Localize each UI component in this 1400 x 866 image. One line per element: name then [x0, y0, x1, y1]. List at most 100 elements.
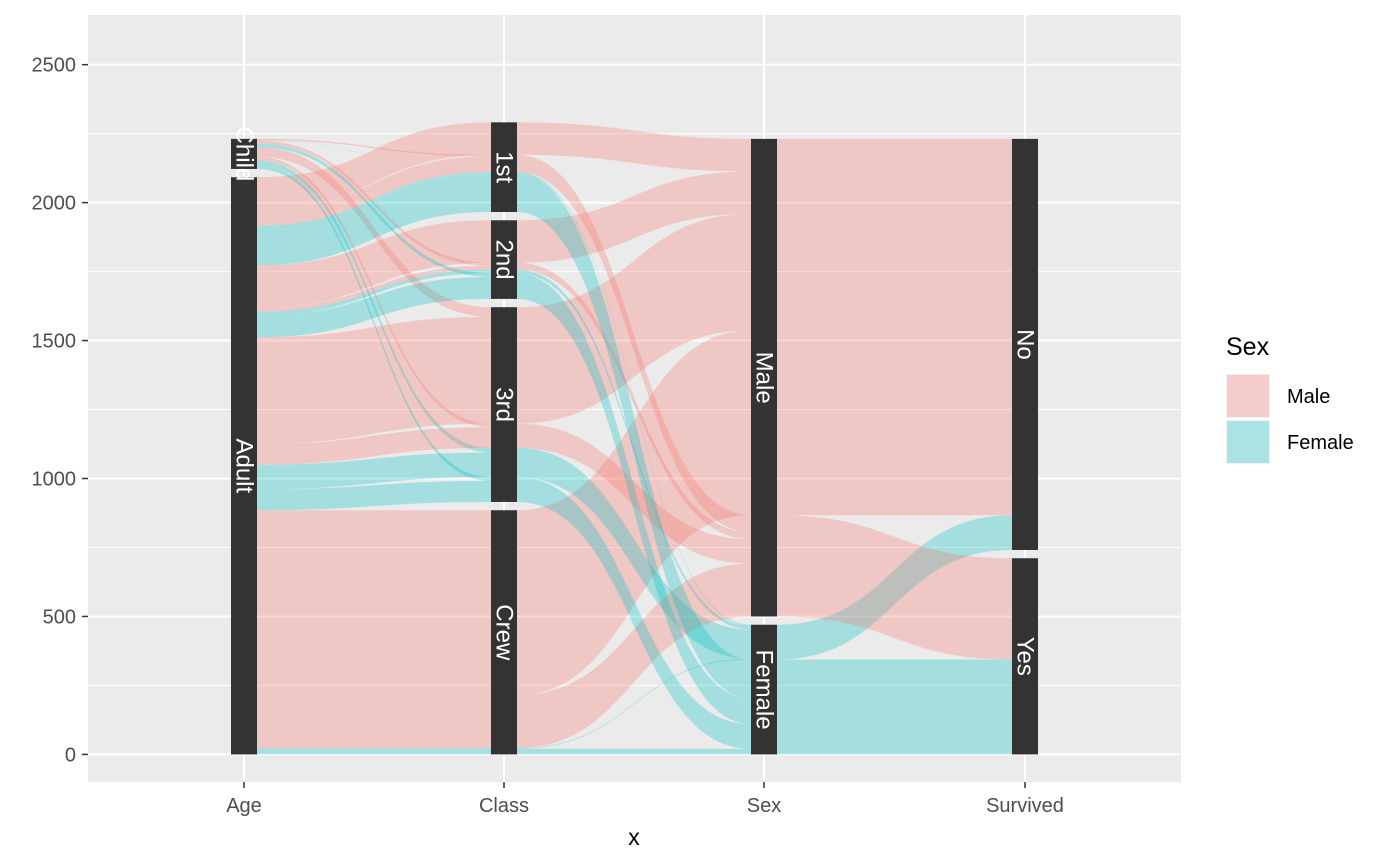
- flow-band-class-to-sex: [517, 423, 751, 543]
- flow-band-age-to-class: [257, 171, 491, 227]
- stratum-2nd: [491, 220, 517, 299]
- legend-key-background: [1226, 374, 1270, 418]
- y-tick-label: 0: [65, 744, 76, 766]
- stratum-label: 1st: [491, 151, 518, 183]
- stratum-labels-layer: Child Adult 1st 2nd 3rd Crew Male Female No Yes: [231, 127, 1039, 730]
- flow-band-sex-to-survived: [777, 701, 1012, 725]
- flow-band-age-to-class: [257, 695, 491, 749]
- y-tick-label: 2000: [32, 193, 77, 215]
- flow-band-class-to-sex: [517, 156, 751, 533]
- flow-band-sex-to-survived: [777, 748, 1012, 755]
- flow-band-age-to-class: [257, 173, 491, 266]
- flow-band-age-to-class: [257, 143, 491, 277]
- flow-band-age-to-class: [257, 510, 491, 696]
- flow-band-age-to-class: [257, 480, 491, 511]
- flow-band-sex-to-survived: [777, 698, 1012, 702]
- flow-band-class-to-sex: [517, 223, 751, 424]
- flow-band-age-to-class: [257, 316, 491, 445]
- minor-gridlines: [88, 133, 1181, 686]
- legend-title: Sex: [1226, 333, 1270, 361]
- y-axis: 0 500 1000 1500 2000 2500: [32, 55, 88, 766]
- flow-band-sex-to-survived: [777, 213, 1012, 224]
- stratum-label: No: [1012, 329, 1039, 360]
- stratum-crew: [491, 510, 517, 755]
- flow-band-age-to-class: [257, 165, 491, 481]
- stratum-label: Male: [751, 352, 778, 404]
- stratum-label: 3rd: [491, 387, 518, 422]
- legend-key-swatch: [1227, 421, 1269, 463]
- flow-band-age-to-class: [257, 138, 491, 157]
- flow-band-class-to-sex: [517, 122, 751, 172]
- flow-band-class-to-sex: [517, 330, 751, 696]
- flow-band-class-to-sex: [517, 213, 751, 317]
- flow-band-sex-to-survived: [777, 535, 1012, 583]
- flow-band-class-to-sex: [517, 273, 751, 702]
- flow-band-class-to-sex: [517, 452, 751, 659]
- flow-band-class-to-sex: [517, 480, 751, 749]
- flow-band-class-to-sex: [517, 748, 751, 755]
- legend-key-swatch: [1227, 375, 1269, 417]
- stratum-no: [1012, 138, 1038, 550]
- x-tick-label: Sex: [747, 795, 781, 817]
- flow-band-age-to-class: [257, 156, 491, 428]
- flow-band-sex-to-survived: [777, 532, 1012, 579]
- legend: Sex Male Female: [1226, 333, 1354, 464]
- flow-band-age-to-class: [257, 220, 491, 308]
- stratum-label: Adult: [231, 438, 258, 493]
- flow-band-class-to-sex: [517, 477, 751, 728]
- stratum-yes: [1012, 558, 1038, 755]
- x-axis-title: x: [628, 824, 640, 850]
- flow-band-class-to-sex: [517, 173, 751, 699]
- stratum-3rd: [491, 307, 517, 502]
- flow-band-class-to-sex: [517, 427, 751, 564]
- flow-band-sex-to-survived: [777, 539, 1012, 586]
- flow-band-class-to-sex: [517, 658, 751, 749]
- y-tick-label: 1000: [32, 469, 77, 491]
- flow-band-sex-to-survived: [777, 138, 1012, 172]
- flow-band-sex-to-survived: [777, 524, 1012, 659]
- strata-layer: [231, 122, 1038, 755]
- legend-label: Male: [1287, 386, 1330, 408]
- y-tick-label: 2500: [32, 55, 77, 77]
- flow-band-sex-to-survived: [777, 659, 1012, 699]
- stratum-label: Crew: [491, 604, 518, 661]
- panel-background: [88, 15, 1181, 782]
- flow-band-age-to-class: [257, 140, 491, 266]
- flow-band-sex-to-survived: [777, 519, 1012, 635]
- stratum-label: Child: [231, 127, 258, 182]
- flow-band-sex-to-survived: [777, 223, 1012, 331]
- stratum-label: Yes: [1012, 637, 1039, 676]
- x-axis: Age Class Sex Survived: [226, 782, 1064, 817]
- flow-band-sex-to-survived: [777, 542, 1012, 607]
- stratum-child: [231, 138, 257, 169]
- y-tick-label: 1500: [32, 331, 77, 353]
- flow-band-class-to-sex: [517, 265, 751, 540]
- flow-band-sex-to-survived: [777, 330, 1012, 516]
- stratum-1st: [491, 122, 517, 212]
- flow-band-age-to-class: [257, 427, 491, 465]
- legend-key-background: [1226, 420, 1270, 464]
- x-tick-label: Class: [479, 795, 529, 817]
- flow-band-sex-to-survived: [777, 563, 1012, 660]
- flow-band-age-to-class: [257, 269, 491, 316]
- flow-band-sex-to-survived: [777, 724, 1012, 728]
- flow-band-age-to-class: [257, 140, 491, 174]
- flow-band-class-to-sex: [517, 276, 751, 725]
- stratum-label: Female: [751, 650, 778, 730]
- flow-band-class-to-sex: [517, 173, 751, 660]
- flow-band-age-to-class: [257, 452, 491, 490]
- flow-band-age-to-class: [257, 748, 491, 749]
- flow-band-age-to-class: [257, 276, 491, 338]
- flow-band-class-to-sex: [517, 262, 751, 536]
- flow-band-class-to-sex: [517, 171, 751, 626]
- flow-band-age-to-class: [257, 748, 491, 755]
- flow-band-age-to-class: [257, 265, 491, 312]
- flow-band-sex-to-survived: [777, 516, 1012, 630]
- flow-band-age-to-class: [257, 160, 491, 453]
- flow-band-sex-to-survived: [777, 515, 1012, 560]
- flow-band-sex-to-survived: [777, 515, 1012, 626]
- stratum-label: 2nd: [491, 240, 518, 280]
- flow-band-age-to-class: [257, 156, 491, 226]
- y-tick-label: 500: [43, 606, 76, 628]
